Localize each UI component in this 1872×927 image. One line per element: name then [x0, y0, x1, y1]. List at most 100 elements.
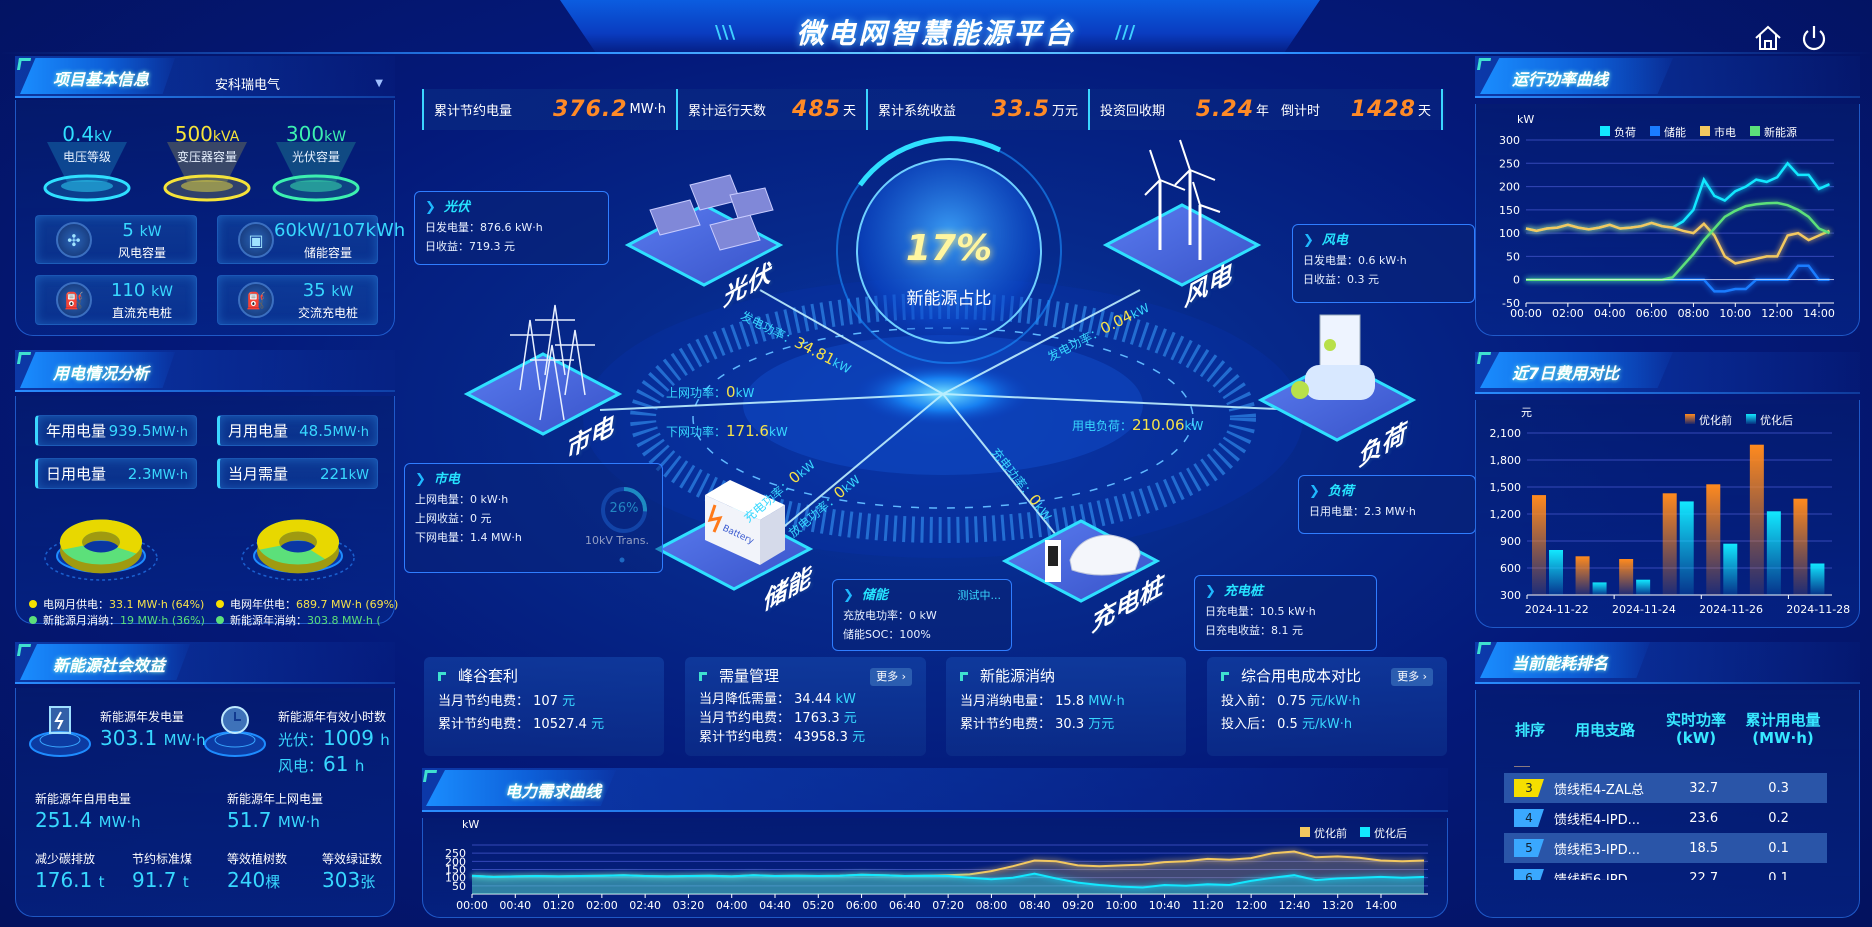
feature-card-3: 综合用电成本对比 更多 › 投入前： 0.75 元/kW·h 投入后： 0.5 元/k… — [1207, 657, 1447, 756]
x-tick-label: 08:00 — [976, 899, 1008, 912]
y-tick-label: 900 — [1500, 535, 1521, 548]
ranking-panel-title: 当前能耗排名 — [1512, 654, 1609, 673]
branch-energy: 0.3 — [1768, 780, 1789, 796]
chevron-right-icon: ❯ — [1309, 484, 1320, 499]
y-tick-label: 1,200 — [1490, 508, 1522, 521]
feature-card-1: 需量管理 更多 › 当月降低需量： 34.44 kW 当月节约电费： 1763.3 元… — [685, 657, 926, 756]
transformer-label: 10kV Trans. — [585, 534, 649, 547]
annual-gen-value: 303.1 MW·h — [100, 726, 206, 750]
divider — [422, 810, 1448, 812]
legend-label: 储能 — [1664, 125, 1686, 139]
donut-legend-grid: 电网月供电：33.1 MW·h (64%) — [29, 596, 204, 612]
gauge-1: 500kVA 变压器容量 — [147, 120, 267, 210]
chevron-right-icon: ❯ — [843, 588, 854, 603]
legend-label: 优化前 — [1314, 826, 1347, 840]
more-button[interactable]: 更多 › — [1391, 667, 1433, 686]
x-tick-label: 06:00 — [846, 899, 878, 912]
charger-platform — [1001, 519, 1161, 603]
x-tick-label: 04:00 — [1594, 307, 1626, 320]
capacity-label: 交流充电桩 — [297, 306, 358, 320]
project-panel-title: 项目基本信息 — [53, 70, 150, 89]
coal-value: 91.7 t — [132, 868, 189, 892]
y-axis-unit: kW — [462, 818, 479, 831]
x-tick-label: 04:00 — [716, 899, 748, 912]
effective-hours-label: 新能源年有效小时数 — [278, 710, 387, 724]
power-icon[interactable] — [1798, 22, 1830, 54]
y-tick-label: 150 — [1499, 204, 1520, 217]
x-tick-label: 02:00 — [586, 899, 618, 912]
gauge-pedestal-icon — [163, 142, 251, 202]
y-tick-label: 250 — [445, 847, 466, 860]
legend-label: 优化后 — [1760, 413, 1793, 427]
grid-feed-label: 新能源年上网电量 — [227, 792, 324, 806]
bar-优化前-2024-11-22 — [1532, 495, 1546, 595]
corner-mark-icon — [960, 672, 968, 681]
bar-优化后-2024-11-22 — [1549, 550, 1563, 595]
x-tick-label: 05:20 — [802, 899, 834, 912]
ranking-list[interactable]: 3 馈线柜4-ZAL总 32.7 0.3 4 馈线柜4-IPD... 23.6 … — [1504, 773, 1827, 880]
wind-info-box: ❯ 风电 日发电量：0.6 kW·h 日收益：0.3 元 — [1292, 224, 1475, 303]
ratio-orb — [856, 158, 1042, 344]
donut-legend-new-energy: 新能源月消纳：19 MW·h (36%) — [29, 612, 205, 628]
x-tick-label: 2024-11-24 — [1612, 603, 1676, 616]
ranking-header-rank: 排序 — [1514, 721, 1545, 739]
x-tick-label: 07:20 — [932, 899, 964, 912]
ranking-row[interactable]: 6 馈线柜6-IPD 22.7 0.1 — [1504, 863, 1827, 880]
x-tick-label: 06:00 — [1636, 307, 1668, 320]
home-icon[interactable] — [1752, 22, 1784, 54]
y-tick-label: 0 — [1513, 274, 1520, 287]
chevron-right-icon: ❯ — [1303, 233, 1314, 248]
transformer-load-arc — [601, 487, 647, 533]
load-platform — [1257, 314, 1417, 442]
usage-tab — [20, 352, 175, 388]
series-line-优化后 — [471, 872, 1425, 889]
branch-power: 32.7 — [1689, 780, 1719, 796]
capacity-card: ✣ 5 kW 风电容量 — [35, 215, 197, 264]
gauge-pedestal-icon — [272, 142, 360, 202]
y-tick-label: 200 — [1499, 181, 1520, 194]
flow-grid-up: 上网功率：0kW — [666, 383, 755, 401]
chevron-right-icon: ❯ — [1205, 584, 1216, 599]
card-row: 当月节约电费： 1763.3 元 — [699, 711, 857, 726]
company-select[interactable]: 安科瑞电气 ▼ — [215, 72, 395, 94]
dashed-ring — [692, 327, 1194, 509]
x-tick-label: 00:00 — [456, 899, 488, 912]
x-tick-label: 11:20 — [1192, 899, 1224, 912]
ranking-row[interactable]: 5 馈线柜3-IPD... 18.5 0.1 — [1504, 833, 1827, 863]
bar-优化后-2024-11-27 — [1766, 511, 1781, 595]
power-panel-title: 运行功率曲线 — [1512, 70, 1609, 89]
trees-value: 240棵 — [227, 868, 281, 892]
bar-优化后-2024-11-25 — [1679, 501, 1694, 595]
gauge-value: 500kVA — [174, 122, 240, 146]
branch-energy: 0.1 — [1768, 840, 1789, 856]
legend-label: 负荷 — [1614, 125, 1636, 139]
capacity-value: 5 kW — [122, 220, 162, 241]
x-tick-label: 13:20 — [1322, 899, 1354, 912]
annual-gen-label: 新能源年发电量 — [100, 710, 185, 724]
donut-legend-grid: 电网年供电：689.7 MW·h (69%) — [216, 596, 398, 612]
more-button[interactable]: 更多 › — [870, 667, 912, 686]
grid-feed-value: 51.7 MW·h — [227, 808, 320, 832]
branch-power: 22.7 — [1689, 870, 1719, 881]
ranking-row[interactable]: 4 馈线柜4-IPD... 23.6 0.2 — [1504, 803, 1827, 833]
bar-优化后-2024-11-28 — [1810, 563, 1825, 595]
ranking-header-branch: 用电支路 — [1574, 721, 1635, 739]
y-tick-label: 1,800 — [1490, 454, 1522, 467]
ranking-row[interactable]: 3 馈线柜4-ZAL总 32.7 0.3 — [1504, 773, 1827, 803]
divider — [15, 682, 395, 684]
cost-tab — [1480, 352, 1673, 388]
divider — [1514, 766, 1530, 767]
donut-legend-new-energy: 新能源年消纳：303.8 MW·h (31%) — [216, 612, 381, 628]
x-tick-label: 01:20 — [543, 899, 575, 912]
chevron-down-icon: ▼ — [375, 77, 383, 89]
summary-run-days: 累计运行天数 485 天 — [676, 89, 866, 130]
legend-swatch — [1700, 126, 1710, 136]
grid-info-box: ❯ 市电 上网电量：0 kW·h 上网收益：0 元下网电量：1.4 MW·h — [404, 463, 663, 573]
capacity-card: ⛽ 35 kW 交流充电桩 — [217, 275, 378, 325]
gauge-value: 0.4kV — [62, 122, 112, 146]
power-tab — [1480, 58, 1673, 94]
y-tick-label: 300 — [1500, 589, 1521, 602]
x-tick-label: 12:00 — [1761, 307, 1793, 320]
legend-label: 优化前 — [1699, 413, 1732, 427]
